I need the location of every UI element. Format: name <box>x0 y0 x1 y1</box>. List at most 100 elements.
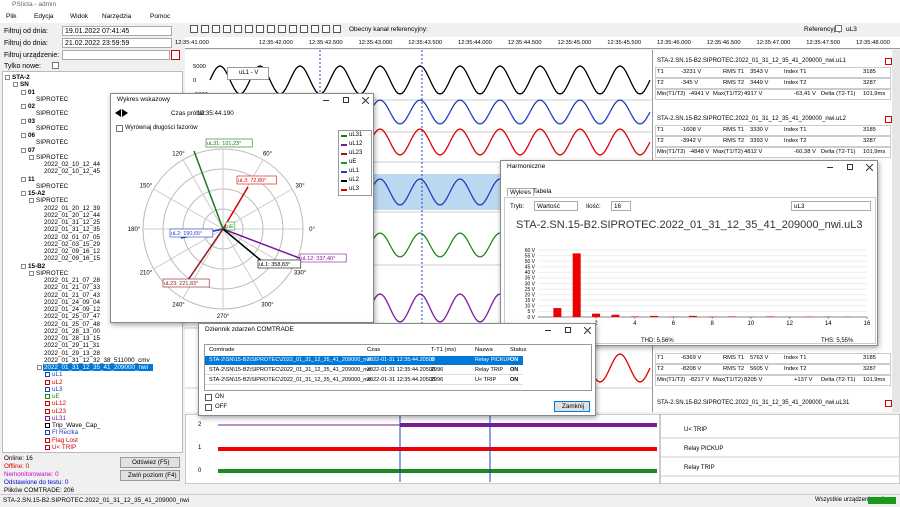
menu-item[interactable]: Narzędzia <box>102 13 132 20</box>
y-tick-label: 1 <box>198 445 202 451</box>
summary-line: Odstawione do testu: 0 <box>4 479 69 486</box>
tree-item[interactable]: 2022_01_31_12_35_41_209000_nwi <box>44 364 149 371</box>
button-label[interactable]: Odświez (F5) <box>132 459 170 466</box>
menu-item[interactable]: Edycja <box>34 13 54 20</box>
tree-item[interactable]: 2022_01_29_13_28 <box>44 349 101 357</box>
button-label[interactable]: Zwiń poziom (F4) <box>128 472 177 479</box>
tree-item[interactable]: SIPROTEC <box>36 139 69 147</box>
table-cell[interactable]: ON <box>510 357 519 363</box>
tree-item[interactable]: 2022_01_24_09_04 <box>44 298 101 306</box>
tree-item[interactable]: 15-A2 <box>28 190 46 197</box>
tree-item[interactable]: 06 <box>28 132 36 139</box>
tree-item[interactable]: 2022_01_28_13_00 <box>44 327 101 335</box>
tree-item[interactable]: 2022_02_01_07_05 <box>44 233 101 241</box>
tree-item[interactable]: 02 <box>28 103 36 110</box>
tree-item[interactable]: 2022_01_20_12_44 <box>44 211 101 219</box>
tab[interactable]: Tabela <box>533 188 552 195</box>
tree-item[interactable]: Fl Reclka <box>52 429 79 437</box>
table-cell[interactable]: 2996 <box>431 377 444 383</box>
table-cell[interactable]: 2996 <box>431 367 444 373</box>
tree-item[interactable]: uL12 <box>52 400 67 408</box>
select-value[interactable]: Wartość <box>537 203 560 210</box>
tree-item[interactable]: SIPROTEC <box>36 110 69 118</box>
tree-item[interactable]: 01 <box>28 88 36 96</box>
angle-label: 60° <box>263 152 273 158</box>
tab[interactable]: Wykres <box>507 188 534 196</box>
menu-item[interactable]: Plik <box>6 13 17 20</box>
button-label[interactable]: Zamknij <box>562 403 585 410</box>
tree-item[interactable]: 2022_01_21_07_43 <box>44 291 101 299</box>
table-cell[interactable]: 2022-01-31 12:35:44.20500 <box>367 377 435 383</box>
tree-item[interactable]: SIPROTEC <box>36 95 69 103</box>
tree-item[interactable]: SN <box>20 81 29 89</box>
table-cell[interactable]: STA-2\SN\15-B2\SIPROTEC\2022_01_31_12_35… <box>209 367 372 373</box>
menu-item[interactable]: Widok <box>70 13 89 20</box>
checkbox-label[interactable]: ON <box>215 394 224 400</box>
table-cell[interactable]: 2022-01-31 12:35:44.20500 <box>367 357 435 363</box>
tree-item[interactable]: 2022_02_03_15_29 <box>44 240 101 248</box>
tree-item[interactable]: SIPROTEC <box>36 124 69 132</box>
checkbox-label[interactable]: OFF <box>215 404 227 410</box>
tree-item[interactable]: 2022_02_09_16_15 <box>44 255 101 263</box>
table-cell[interactable]: Relay PICKUP <box>475 357 512 363</box>
tree-item[interactable]: 2022_02_10_12_45 <box>44 168 101 176</box>
tree-item[interactable]: 07 <box>28 146 36 154</box>
summary-line: Offline: 0 <box>4 463 30 470</box>
time-tick-label: 12:35:43.000 <box>358 40 393 46</box>
tree-item[interactable]: 2022_01_21_07_28 <box>44 277 101 284</box>
tree-item[interactable]: uL23 <box>52 407 67 415</box>
table-cell[interactable]: ON <box>510 377 519 383</box>
y-tick-label: 30 V <box>525 281 536 287</box>
tree-item[interactable]: SIPROTEC <box>36 197 69 205</box>
time-axis <box>185 37 900 49</box>
tree-item[interactable]: 03 <box>28 117 36 125</box>
tree-item[interactable]: Flag Lost <box>52 436 78 444</box>
tree-item[interactable]: 15-B2 <box>28 262 46 270</box>
reference-value[interactable]: uL3 <box>846 26 857 33</box>
tree-item[interactable]: 2022_01_28_13_15 <box>44 335 101 342</box>
tree-item[interactable]: 2022_01_25_07_47 <box>44 313 101 321</box>
table-cell[interactable]: Relay TRIP <box>475 367 504 373</box>
date-to[interactable]: 21.02.2022 23:59:59 <box>65 40 130 47</box>
tree-item[interactable]: 2022_01_31_12_32_38_511000_cmv <box>44 356 150 364</box>
checkbox <box>52 62 59 69</box>
tree-item[interactable]: U< TRIP <box>52 443 77 451</box>
tree-item[interactable]: 2022_01_25_07_48 <box>44 320 101 328</box>
table-cell[interactable]: STA-2\SN\15-B2\SIPROTEC\2022_01_31_12_35… <box>209 377 372 383</box>
tree-item[interactable]: STA-2 <box>12 74 30 81</box>
table-cell[interactable]: 2022-01-31 12:35:44.20500 <box>367 367 435 373</box>
tree-item[interactable]: 11 <box>28 175 35 183</box>
tree-item[interactable]: uL3 <box>52 385 63 393</box>
tree-item[interactable]: 2022_01_31_12_25 <box>44 219 101 226</box>
tree-item[interactable]: uE <box>52 393 60 400</box>
tree-item[interactable]: uL31 <box>52 414 67 422</box>
tree-item[interactable]: SIPROTEC <box>36 153 69 161</box>
tree-item[interactable]: SIPROTEC <box>36 269 69 277</box>
tree-item[interactable]: 2022_02_09_16_12 <box>44 248 101 255</box>
phasor-label-box <box>162 278 210 288</box>
filter-label: Filtruj urządzenie: <box>4 52 60 59</box>
tree-item[interactable]: uL1 <box>52 371 63 379</box>
tree-item[interactable]: Trip_Wave_Cap_ <box>52 422 101 429</box>
tree-item[interactable]: 2022_01_20_12_39 <box>44 204 101 212</box>
tree-item[interactable]: 2022_02_10_12_44 <box>44 161 101 168</box>
tree-item[interactable]: uL2 <box>52 378 63 386</box>
table-cell: T1 <box>657 355 664 361</box>
close-icon <box>885 400 892 407</box>
count-value[interactable]: 16 <box>614 203 622 210</box>
tree-item[interactable]: 2022_01_21_07_33 <box>44 284 101 292</box>
tree-item[interactable]: 2022_01_24_09_12 <box>44 306 101 313</box>
tree-item[interactable]: 2022_01_29_11_31 <box>44 342 100 350</box>
channel-checkbox <box>45 379 50 385</box>
tree-item[interactable]: 2022_01_31_12_35 <box>44 226 101 234</box>
table-cell[interactable]: U< TRIP <box>475 377 497 383</box>
table-cell[interactable]: 0 <box>431 357 435 363</box>
date-from[interactable]: 19.01.2022 07:41:45 <box>65 28 130 35</box>
status-bar <box>0 494 900 507</box>
menu-item[interactable]: Pomoc <box>150 13 171 20</box>
tree-item[interactable]: SIPROTEC <box>36 182 69 190</box>
select-value[interactable]: uL3 <box>794 203 805 210</box>
table-cell[interactable]: STA-2\SN\15-B2\SIPROTEC\2022_01_31_12_35… <box>209 357 372 363</box>
table-cell[interactable]: ON <box>510 367 519 373</box>
button <box>120 470 180 481</box>
